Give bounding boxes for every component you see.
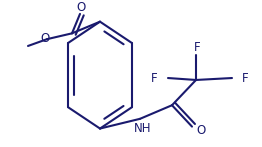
Text: O: O xyxy=(77,1,86,14)
Text: O: O xyxy=(40,32,50,45)
Text: NH: NH xyxy=(134,122,152,135)
Text: F: F xyxy=(194,41,200,54)
Text: F: F xyxy=(242,72,249,85)
Text: F: F xyxy=(151,72,158,85)
Text: O: O xyxy=(196,124,206,137)
